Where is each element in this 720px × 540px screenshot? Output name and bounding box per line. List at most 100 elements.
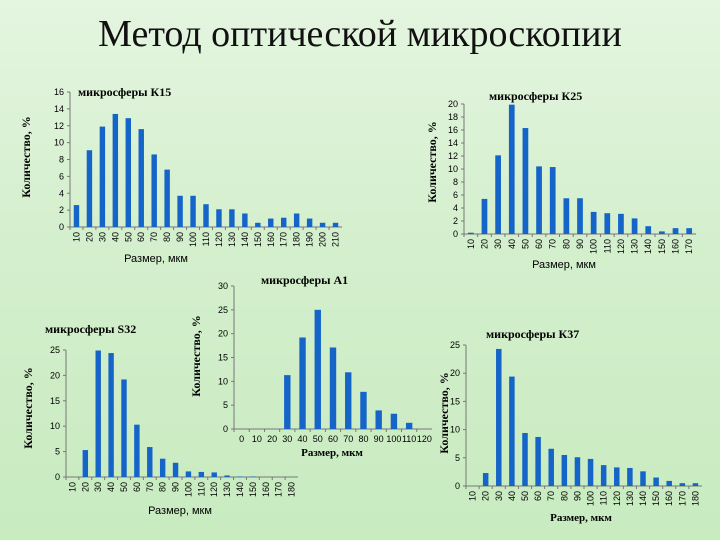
y-tick-label: 25 xyxy=(50,345,60,355)
bar xyxy=(147,447,153,477)
y-axis-title: Количество, % xyxy=(19,116,33,197)
x-tick-label: 10 xyxy=(466,239,476,249)
bar xyxy=(242,213,248,227)
y-tick-label: 30 xyxy=(218,281,228,291)
y-tick-label: 12 xyxy=(54,121,64,131)
x-tick-label: 140 xyxy=(638,491,648,506)
y-tick-label: 20 xyxy=(450,368,460,378)
chart-title: микросферы S32 xyxy=(45,322,136,336)
y-tick-label: 16 xyxy=(448,125,458,135)
x-tick-label: 180 xyxy=(287,482,297,497)
x-tick-label: 170 xyxy=(274,482,284,497)
page-title: Метод оптической микроскопии xyxy=(98,13,622,55)
y-tick-label: 8 xyxy=(453,177,458,187)
y-tick-label: 16 xyxy=(54,87,64,97)
x-tick-label: 60 xyxy=(328,434,338,444)
x-tick-label: 170 xyxy=(279,232,289,247)
y-tick-label: 14 xyxy=(448,138,458,148)
bar xyxy=(172,462,179,477)
y-tick-label: 0 xyxy=(453,229,458,239)
bar xyxy=(587,458,594,486)
bar xyxy=(522,432,528,486)
x-tick-label: 160 xyxy=(664,491,674,506)
x-tick-label: 160 xyxy=(671,239,681,254)
x-tick-label: 70 xyxy=(548,239,558,249)
bar xyxy=(640,471,646,486)
y-tick-label: 0 xyxy=(59,222,64,232)
x-tick-label: 80 xyxy=(358,434,368,444)
x-tick-label: 100 xyxy=(386,434,401,444)
bar xyxy=(561,454,568,486)
x-tick-label: 60 xyxy=(534,239,544,249)
bar xyxy=(627,467,633,486)
chart-title: микросферы К15 xyxy=(78,85,171,99)
x-tick-label: 130 xyxy=(625,491,635,506)
y-tick-label: 6 xyxy=(59,171,64,181)
y-tick-label: 10 xyxy=(50,421,60,431)
bar xyxy=(125,118,132,227)
x-tick-label: 50 xyxy=(520,239,530,249)
y-tick-label: 10 xyxy=(450,425,460,435)
x-tick-label: 130 xyxy=(227,232,237,247)
bar xyxy=(672,228,679,234)
bar xyxy=(535,436,541,486)
x-tick-label: 20 xyxy=(267,434,277,444)
x-tick-label: 110 xyxy=(402,434,416,444)
y-tick-label: 10 xyxy=(448,164,458,174)
y-tick-label: 4 xyxy=(59,188,64,198)
y-tick-label: 4 xyxy=(453,203,458,213)
y-tick-label: 15 xyxy=(450,396,460,406)
x-tick-label: 80 xyxy=(158,482,168,492)
x-tick-label: 120 xyxy=(616,239,626,254)
x-tick-label: 60 xyxy=(136,232,146,242)
bar xyxy=(590,211,597,234)
bar xyxy=(268,218,274,227)
x-tick-label: 10 xyxy=(252,434,262,444)
x-tick-label: 30 xyxy=(97,232,107,242)
x-tick-label: 150 xyxy=(657,239,667,254)
y-tick-label: 10 xyxy=(218,376,228,386)
y-tick-label: 8 xyxy=(59,155,64,165)
x-tick-label: 120 xyxy=(209,482,219,497)
bar xyxy=(495,155,501,234)
bar xyxy=(229,209,235,227)
bar xyxy=(314,309,321,429)
y-tick-label: 0 xyxy=(455,481,460,491)
bar xyxy=(73,205,80,227)
bar xyxy=(536,166,542,234)
x-tick-label: 70 xyxy=(149,232,159,242)
x-tick-label: 90 xyxy=(572,491,582,501)
x-tick-label: 30 xyxy=(493,239,503,249)
x-tick-label: 90 xyxy=(171,482,181,492)
x-tick-label: 190 xyxy=(305,232,315,247)
x-tick-label: 60 xyxy=(132,482,142,492)
x-tick-label: 140 xyxy=(643,239,653,254)
x-tick-label: 140 xyxy=(240,232,250,247)
bar xyxy=(329,347,337,429)
x-tick-label: 110 xyxy=(201,232,211,246)
bar xyxy=(679,483,686,486)
x-tick-label: 150 xyxy=(253,232,263,247)
bar xyxy=(138,129,144,227)
y-tick-label: 5 xyxy=(455,453,460,463)
bar xyxy=(508,104,515,235)
bar xyxy=(203,204,209,227)
x-tick-label: 160 xyxy=(261,482,271,497)
x-tick-label: 90 xyxy=(374,434,384,444)
y-tick-label: 12 xyxy=(448,151,458,161)
bar xyxy=(549,167,556,234)
bar xyxy=(692,483,699,486)
y-tick-label: 6 xyxy=(453,190,458,200)
bar xyxy=(121,379,127,477)
bar xyxy=(293,213,300,227)
x-tick-label: 20 xyxy=(479,239,489,249)
bar xyxy=(159,458,166,477)
y-tick-label: 20 xyxy=(448,99,458,109)
y-tick-label: 0 xyxy=(55,472,60,482)
y-tick-label: 20 xyxy=(50,370,60,380)
x-tick-label: 20 xyxy=(481,491,491,501)
y-tick-label: 0 xyxy=(223,424,228,434)
bar xyxy=(190,195,196,227)
